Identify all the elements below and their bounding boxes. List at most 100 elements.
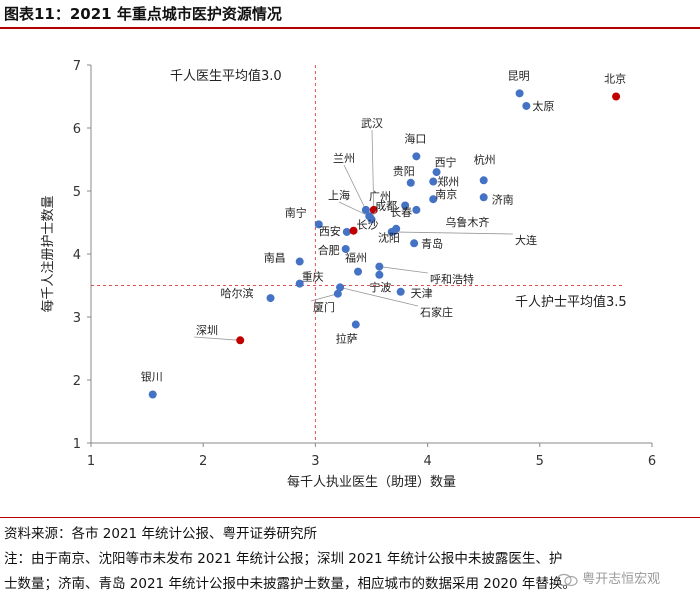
- city-label-6: 杭州: [474, 152, 496, 166]
- y-axis-title: 每千人注册护士数量: [40, 195, 56, 312]
- city-label-5: 西宁: [435, 155, 457, 169]
- city-label-14: 成都: [375, 199, 397, 212]
- city-label-26: 呼和浩特: [430, 272, 474, 286]
- x-tick-label-1: 2: [199, 454, 207, 469]
- city-point-22: [389, 227, 398, 236]
- leader-line-30: [310, 293, 338, 302]
- city-label-21: 合肥: [318, 243, 340, 257]
- watermark-text: 粤开志恒宏观: [582, 572, 661, 587]
- city-label-34: 拉萨: [336, 332, 358, 346]
- city-point-34: [351, 320, 360, 329]
- x-tick-label-5: 6: [648, 454, 656, 469]
- city-point-26: [375, 262, 384, 271]
- y-tick-label-5: 6: [73, 122, 81, 137]
- city-label-20: 大连: [515, 233, 537, 247]
- city-label-22: 沈阳: [378, 230, 400, 244]
- city-label-4: 海口: [404, 131, 426, 145]
- city-point-24: [295, 257, 304, 266]
- x-tick-label-4: 5: [536, 454, 544, 469]
- y-tick-label-2: 3: [73, 311, 81, 326]
- y-tick-label-4: 5: [73, 185, 81, 200]
- x-tick-label-3: 4: [423, 454, 431, 469]
- city-point-35: [148, 390, 157, 399]
- city-point-17: [342, 227, 351, 236]
- city-label-8: 贵阳: [393, 165, 415, 178]
- city-point-30: [333, 289, 342, 298]
- city-point-28: [295, 279, 304, 288]
- city-label-10: 南京: [435, 187, 457, 201]
- city-label-3: 武汉: [361, 117, 383, 130]
- leader-line-3: [371, 129, 375, 210]
- x-axis-title: 每千人执业医生（助理）数量: [287, 474, 456, 490]
- city-label-7: 兰州: [333, 152, 355, 165]
- city-label-28: 重庆: [302, 270, 324, 284]
- city-point-5: [432, 168, 441, 177]
- city-label-12: 上海: [328, 188, 350, 202]
- leader-line-32: [339, 287, 419, 307]
- city-label-17: 西安: [319, 224, 341, 238]
- city-point-16: [314, 220, 323, 229]
- city-label-1: 昆明: [508, 69, 530, 82]
- city-label-35: 银川: [141, 369, 163, 383]
- leader-line-7: [343, 164, 367, 211]
- city-point-18: [349, 226, 358, 235]
- city-label-24: 南昌: [264, 252, 286, 265]
- city-label-19: 长春: [390, 206, 412, 219]
- source-note: 资料来源：各市 2021 年统计公报、粤开证券研究所: [4, 526, 317, 542]
- y-tick-label-3: 4: [73, 248, 81, 263]
- leader-line-33: [193, 336, 241, 341]
- city-point-15: [412, 205, 421, 214]
- city-label-27: 宁波: [369, 280, 391, 294]
- x-tick-label-2: 3: [311, 454, 319, 469]
- city-label-15: 乌鲁木齐: [445, 215, 489, 229]
- wechat-icon: [556, 573, 578, 586]
- title-rule: [0, 27, 700, 29]
- city-point-0: [612, 92, 621, 101]
- city-point-1: [515, 89, 524, 98]
- city-point-6: [479, 176, 488, 185]
- city-point-23: [410, 239, 419, 248]
- city-point-4: [412, 152, 421, 161]
- city-point-29: [266, 294, 275, 303]
- city-label-23: 青岛: [421, 236, 443, 250]
- city-label-29: 哈尔滨: [221, 286, 254, 300]
- city-label-0: 北京: [604, 72, 626, 86]
- city-point-21: [341, 244, 350, 253]
- x-tick-label-0: 1: [87, 454, 95, 469]
- city-label-13: 广州: [369, 190, 391, 203]
- city-label-30: 厦门: [313, 300, 335, 314]
- city-point-25: [354, 267, 363, 276]
- city-label-9: 郑州: [437, 175, 459, 189]
- city-label-2: 太原: [532, 100, 554, 113]
- watermark: 粤开志恒宏观: [556, 568, 660, 587]
- ref-label-doctor-avg: 千人医生平均值3.0: [170, 68, 282, 84]
- scatter-chart: 1 2 3 4 5 6 1 2 3 4 5 6 7 每千人执业医生（助理）数量 每千人注册护士数量 千人医生平…: [40, 59, 656, 490]
- city-point-14: [401, 201, 410, 210]
- leader-line-20: [391, 231, 514, 235]
- city-label-31: 天津: [411, 287, 433, 300]
- city-point-7: [361, 205, 370, 214]
- city-point-10: [429, 195, 438, 204]
- city-label-25: 福州: [345, 251, 367, 265]
- city-label-33: 深圳: [196, 324, 218, 337]
- y-tick-label-0: 1: [73, 437, 81, 452]
- city-point-11: [479, 193, 488, 202]
- leader-line-26: [379, 266, 429, 274]
- bottom-rule: [0, 517, 700, 518]
- city-point-13: [367, 215, 376, 224]
- city-point-32: [336, 283, 345, 292]
- city-point-33: [236, 336, 245, 345]
- y-tick-label-1: 2: [73, 374, 81, 389]
- footnote-line-1: 注：由于南京、沈阳等市未发布 2021 年统计公报；深圳 2021 年统计公报中…: [4, 551, 563, 567]
- city-label-32: 石家庄: [420, 305, 453, 319]
- city-point-31: [396, 287, 405, 296]
- ref-label-nurse-avg: 千人护士平均值3.5: [515, 294, 627, 310]
- leader-line-12: [338, 201, 370, 217]
- y-tick-label-6: 7: [73, 59, 81, 74]
- footnote-line-2: 士数量；济南、青岛 2021 年统计公报中未披露护士数量，相应城市的数据采用 2…: [4, 576, 576, 592]
- city-label-18: 长沙: [357, 219, 379, 232]
- city-point-8: [406, 178, 415, 187]
- city-point-27: [375, 270, 384, 279]
- figure-title: 图表11：2021 年重点城市医护资源情况: [4, 5, 282, 23]
- city-label-16: 南宁: [285, 205, 307, 219]
